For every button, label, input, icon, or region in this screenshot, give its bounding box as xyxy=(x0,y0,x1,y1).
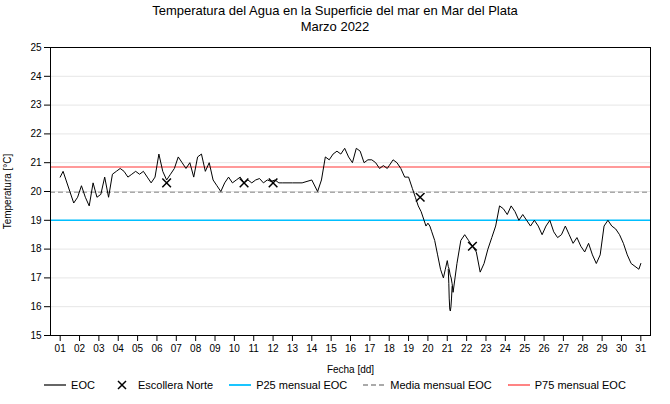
svg-text:19: 19 xyxy=(403,343,415,354)
svg-text:Fecha [dd]: Fecha [dd] xyxy=(327,364,374,375)
svg-text:29: 29 xyxy=(597,343,609,354)
svg-text:23: 23 xyxy=(480,343,492,354)
svg-text:01: 01 xyxy=(55,343,67,354)
svg-text:30: 30 xyxy=(616,343,628,354)
html-text:Media mensual EOC: Media mensual EOC xyxy=(390,379,492,391)
svg-text:15: 15 xyxy=(326,343,338,354)
html-text:Temperatura del Agua en la Sup: Temperatura del Agua en la Superficie de… xyxy=(152,3,518,34)
html-text:EOC: EOC xyxy=(71,379,95,391)
svg-text:Temperatura [°C]: Temperatura [°C] xyxy=(2,153,13,229)
svg-text:25: 25 xyxy=(519,343,531,354)
svg-text:21: 21 xyxy=(30,157,42,168)
svg-text:22: 22 xyxy=(30,128,42,139)
svg-text:24: 24 xyxy=(500,343,512,354)
svg-text:17: 17 xyxy=(364,343,376,354)
svg-text:28: 28 xyxy=(577,343,589,354)
html-text:P75 mensual EOC: P75 mensual EOC xyxy=(534,379,626,391)
svg-text:25: 25 xyxy=(30,42,42,53)
svg-text:24: 24 xyxy=(30,71,42,82)
svg-text:05: 05 xyxy=(132,343,144,354)
svg-text:21: 21 xyxy=(442,343,454,354)
svg-text:14: 14 xyxy=(306,343,318,354)
svg-text:13: 13 xyxy=(287,343,299,354)
svg-text:18: 18 xyxy=(30,243,42,254)
svg-text:08: 08 xyxy=(190,343,202,354)
svg-text:26: 26 xyxy=(538,343,550,354)
svg-text:16: 16 xyxy=(30,301,42,312)
svg-text:04: 04 xyxy=(113,343,125,354)
svg-text:22: 22 xyxy=(461,343,473,354)
svg-text:06: 06 xyxy=(151,343,163,354)
svg-text:27: 27 xyxy=(558,343,570,354)
svg-text:09: 09 xyxy=(209,343,221,354)
svg-text:17: 17 xyxy=(30,272,42,283)
svg-text:02: 02 xyxy=(74,343,86,354)
svg-text:23: 23 xyxy=(30,99,42,110)
svg-text:19: 19 xyxy=(30,215,42,226)
svg-text:16: 16 xyxy=(345,343,357,354)
svg-text:10: 10 xyxy=(229,343,241,354)
html-text:P25 mensual EOC: P25 mensual EOC xyxy=(256,379,348,391)
svg-text:31: 31 xyxy=(635,343,647,354)
svg-text:11: 11 xyxy=(249,343,260,354)
svg-text:12: 12 xyxy=(268,343,280,354)
svg-text:03: 03 xyxy=(93,343,105,354)
svg-text:20: 20 xyxy=(30,186,42,197)
svg-text:20: 20 xyxy=(422,343,434,354)
svg-text:07: 07 xyxy=(171,343,183,354)
svg-text:15: 15 xyxy=(30,330,42,341)
html-text:Escollera Norte: Escollera Norte xyxy=(138,379,214,391)
svg-text:18: 18 xyxy=(384,343,396,354)
